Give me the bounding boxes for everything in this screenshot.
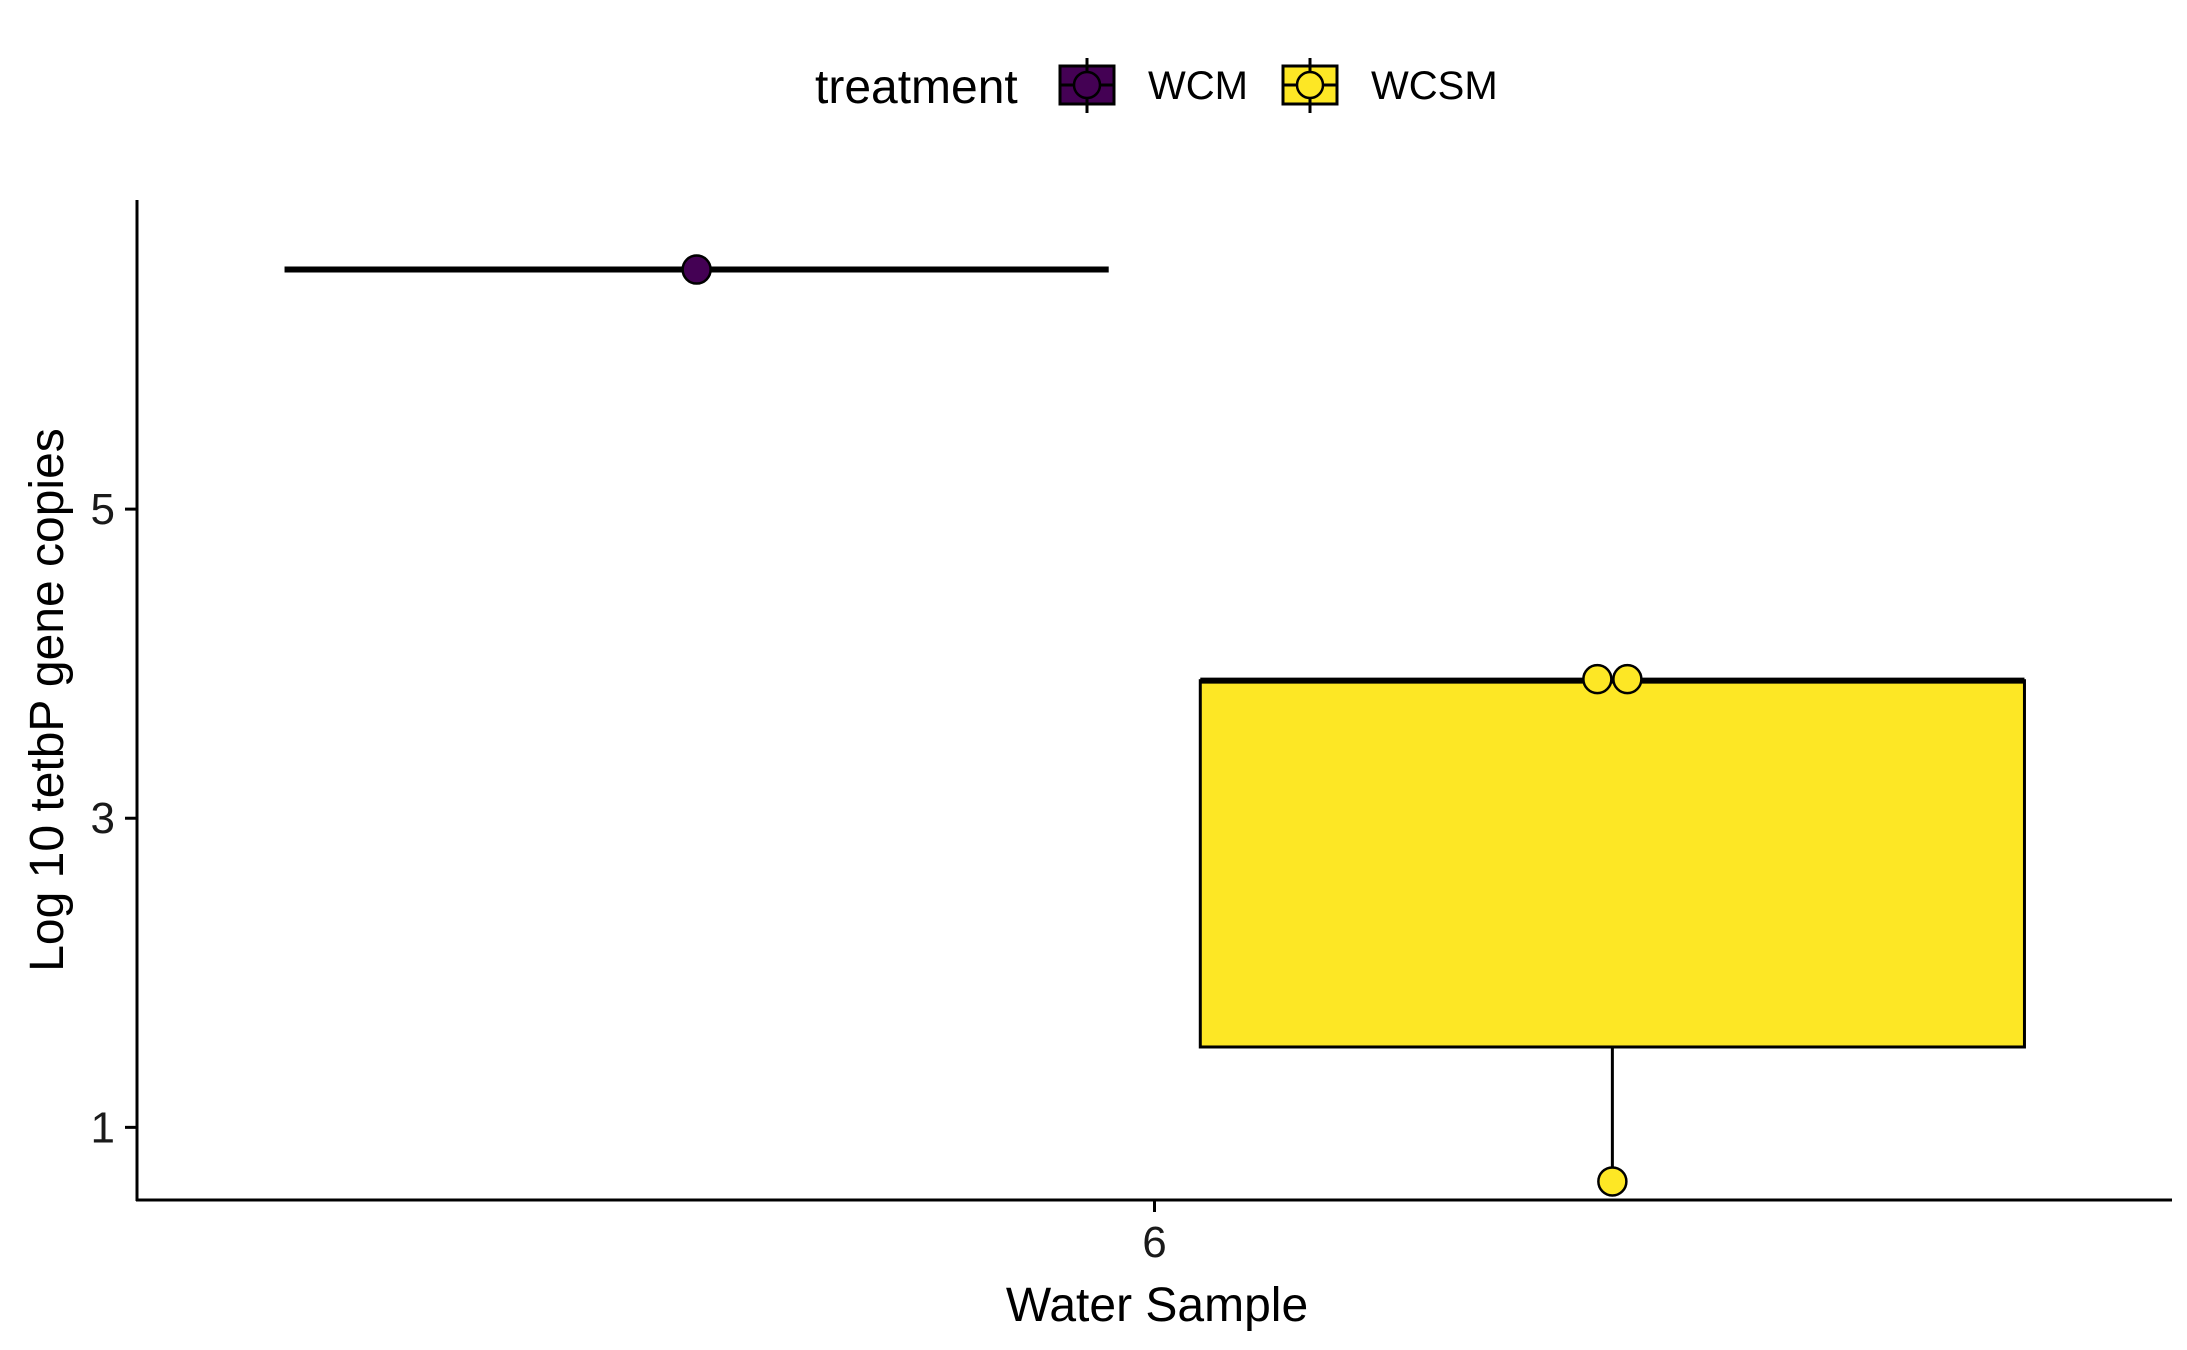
- x-tick-label: 6: [1142, 1218, 1166, 1267]
- box-body: [1198, 679, 2026, 1049]
- box-wcsm: [1198, 663, 2026, 1197]
- legend-entry-wcsm: WCSM: [1281, 58, 1498, 113]
- legend: treatment WCM WCSM: [815, 58, 1498, 114]
- y-axis-title: Log 10 tetbP gene copies: [21, 428, 74, 972]
- legend-label-wcsm: WCSM: [1371, 64, 1498, 108]
- x-axis-ticks: 6: [1142, 1200, 1167, 1267]
- y-tick-label: 3: [91, 794, 115, 843]
- data-point: [1582, 663, 1613, 695]
- y-tick-label: 5: [91, 485, 115, 534]
- legend-entry-wcm: WCM: [1058, 58, 1248, 113]
- data-point: [1612, 663, 1643, 695]
- y-tick-label: 1: [91, 1103, 115, 1152]
- box-wcm: [284, 254, 1109, 285]
- x-axis-title: Water Sample: [1006, 1279, 1308, 1332]
- plot-area: [284, 254, 2026, 1197]
- legend-title: treatment: [815, 61, 1018, 114]
- legend-key-wcm-point: [1072, 70, 1102, 100]
- data-point: [681, 254, 712, 285]
- data-point: [1597, 1166, 1628, 1197]
- legend-label-wcm: WCM: [1148, 64, 1248, 108]
- legend-key-wcsm-point: [1295, 70, 1325, 100]
- y-axis-ticks: 1 3 5: [91, 485, 137, 1152]
